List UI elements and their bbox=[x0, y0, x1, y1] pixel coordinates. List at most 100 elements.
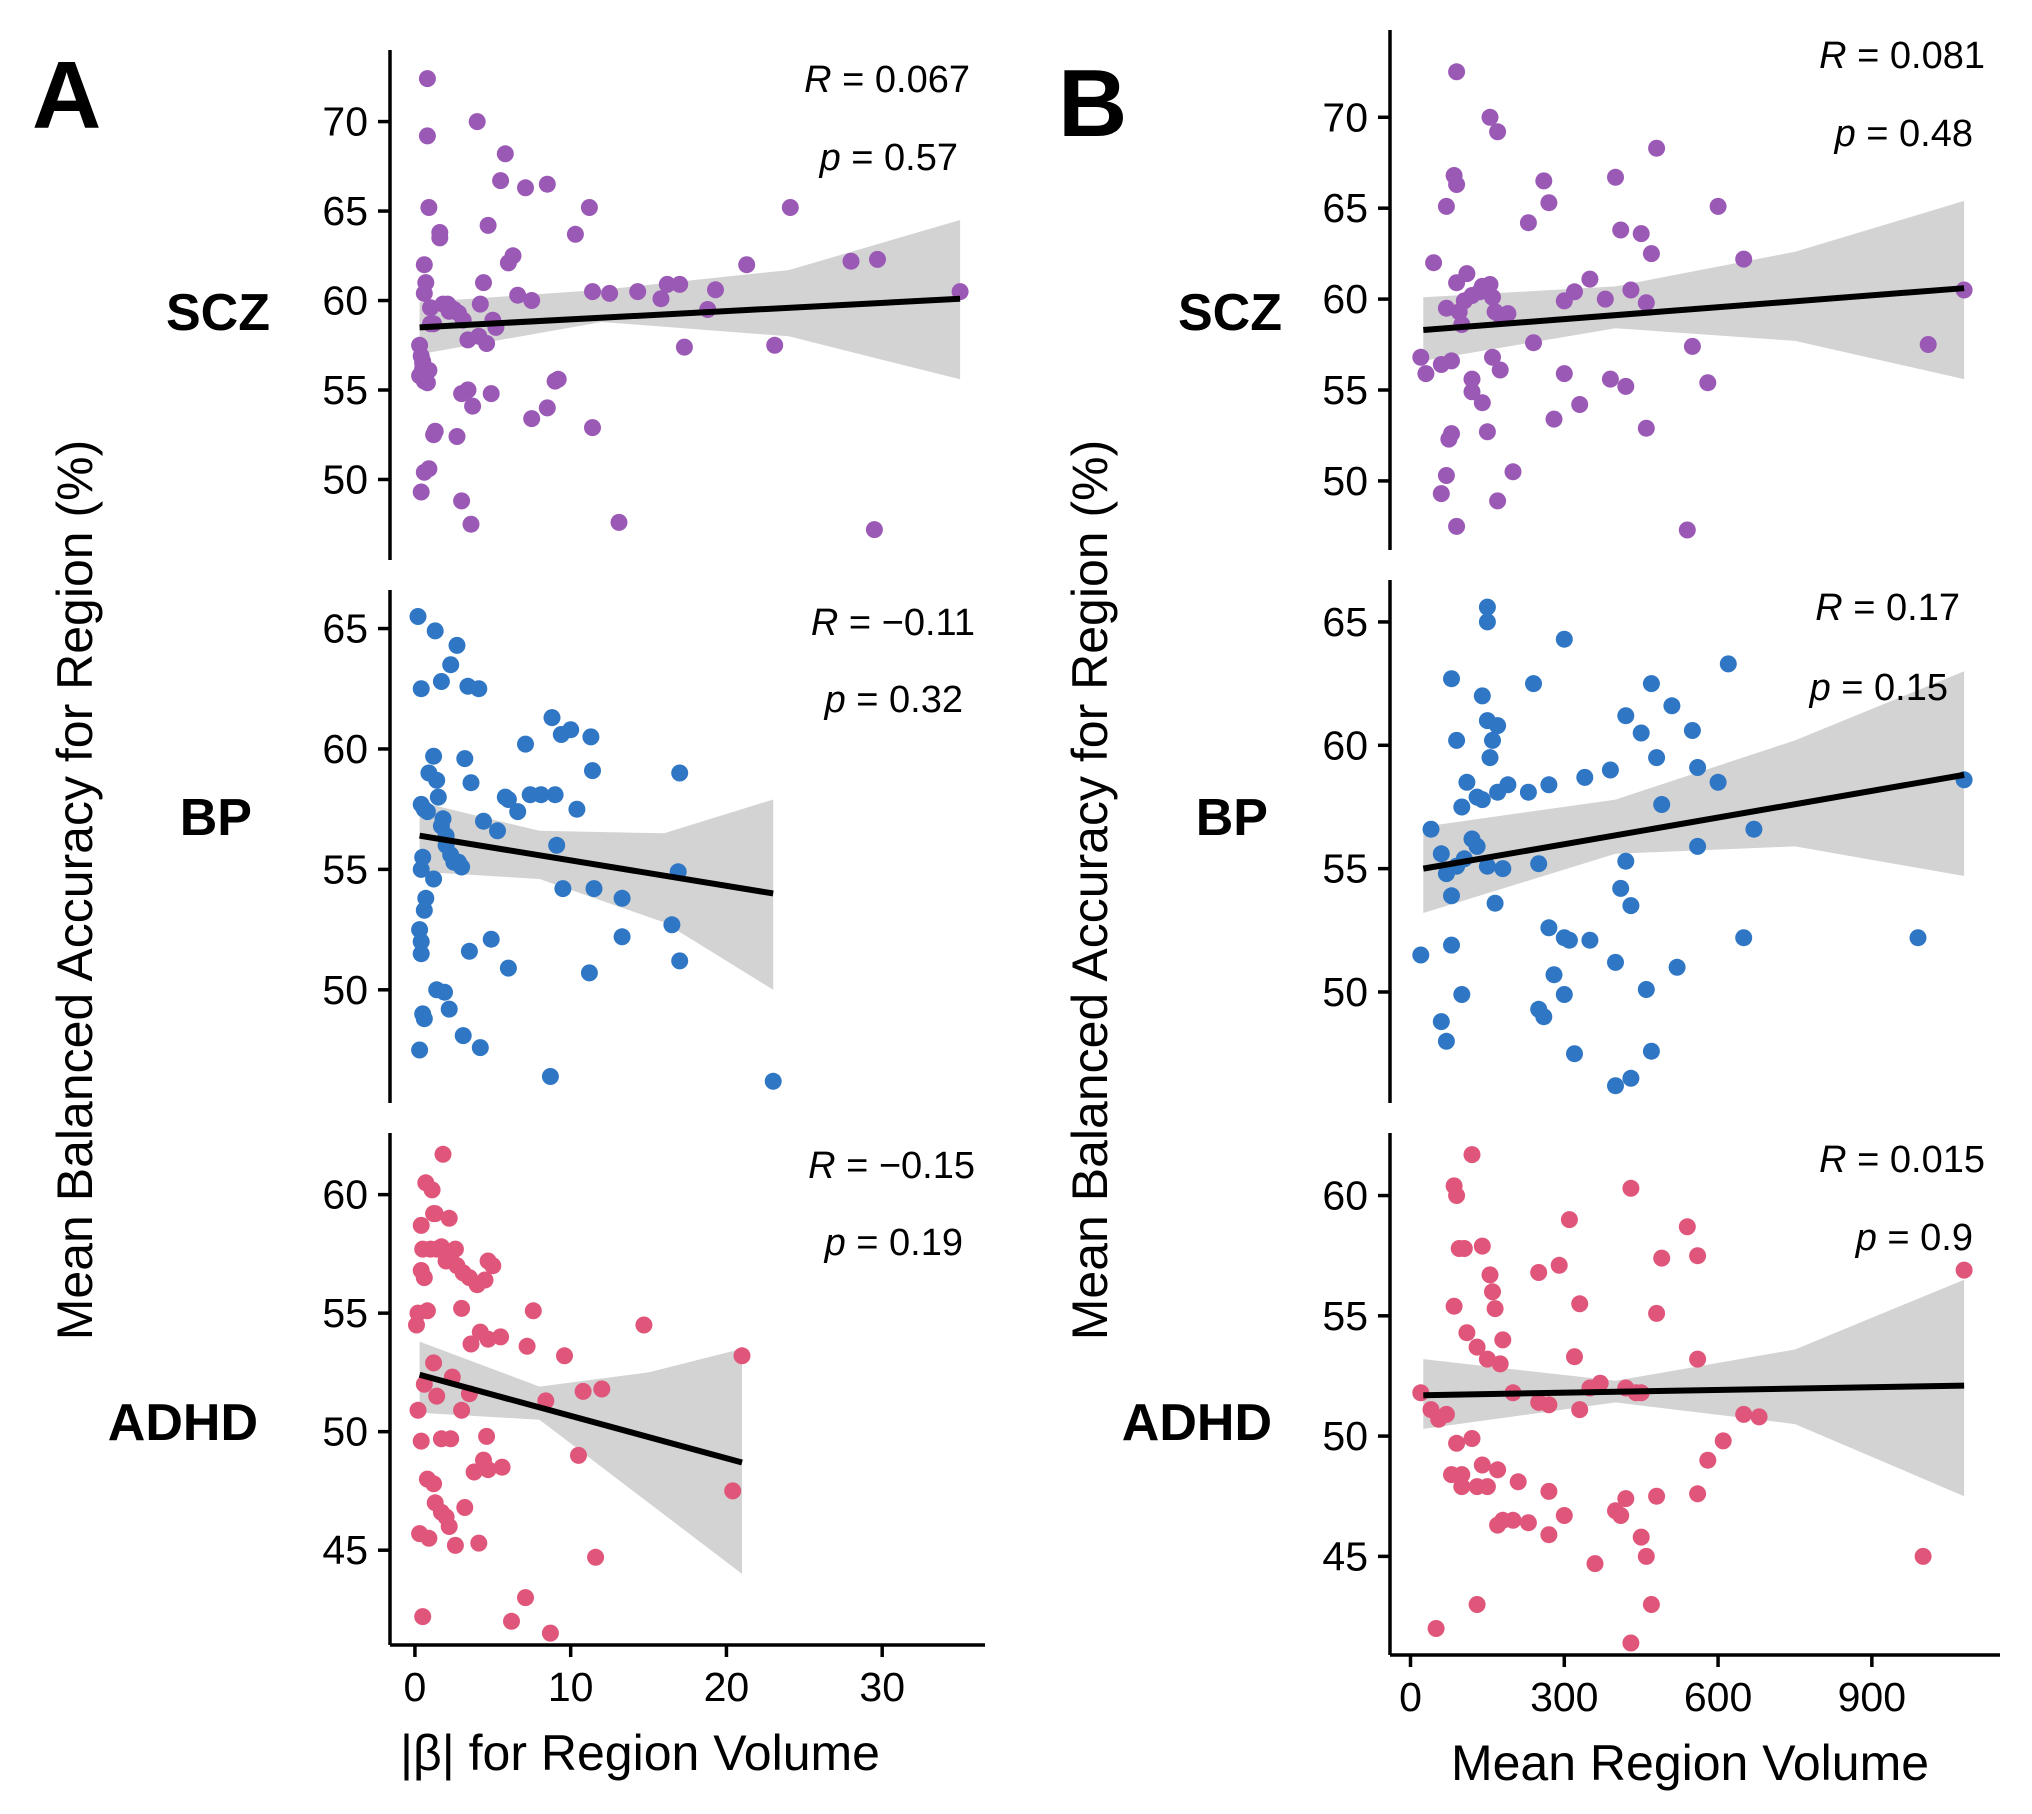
data-point bbox=[1560, 1211, 1578, 1229]
y-tick-label: 50 bbox=[1322, 1413, 1368, 1459]
data-point bbox=[1601, 761, 1619, 779]
regression-line bbox=[1423, 285, 1965, 333]
data-point bbox=[482, 385, 500, 403]
data-point bbox=[733, 1347, 751, 1365]
data-point bbox=[454, 1027, 472, 1045]
data-point bbox=[471, 295, 489, 313]
subplot-a-scz: 50 55 60 65 70 R = 0.067 p = 0.57 bbox=[322, 50, 970, 560]
data-point bbox=[415, 256, 433, 274]
data-point bbox=[738, 256, 756, 274]
data-point bbox=[414, 848, 432, 866]
data-point bbox=[478, 335, 496, 352]
data-point bbox=[1648, 139, 1666, 157]
data-point bbox=[440, 1000, 458, 1018]
stat-p: p = 0.19 bbox=[824, 1222, 963, 1264]
data-point bbox=[1530, 1264, 1548, 1281]
data-point bbox=[1914, 1547, 1932, 1565]
x-tick-label: 0 bbox=[1399, 1674, 1422, 1720]
data-point bbox=[1484, 1283, 1501, 1301]
data-point bbox=[1709, 197, 1727, 215]
data-point bbox=[1576, 768, 1594, 786]
data-point bbox=[1489, 717, 1507, 735]
y-tick-label: 60 bbox=[322, 1172, 368, 1218]
panel-label-b: B bbox=[1058, 50, 1127, 157]
data-point bbox=[1448, 1187, 1466, 1204]
data-point bbox=[1632, 225, 1650, 243]
x-axis-title-b: Mean Region Volume bbox=[1451, 1735, 1929, 1791]
data-point bbox=[548, 836, 566, 854]
data-point bbox=[781, 199, 799, 216]
y-tick-label: 50 bbox=[1322, 969, 1368, 1015]
row-label-bp-b: BP bbox=[1196, 789, 1268, 847]
data-point bbox=[554, 880, 572, 898]
y-tick-label: 50 bbox=[322, 1409, 368, 1455]
data-point bbox=[1468, 837, 1486, 855]
data-point bbox=[658, 275, 676, 293]
data-point bbox=[532, 786, 550, 804]
data-point bbox=[1699, 1451, 1717, 1469]
y-tick-label: 70 bbox=[322, 99, 368, 145]
y-tick-label: 55 bbox=[322, 367, 368, 413]
data-point bbox=[1481, 1266, 1499, 1284]
regression-line bbox=[418, 1371, 743, 1466]
y-tick-label: 60 bbox=[1322, 1173, 1368, 1219]
data-point bbox=[412, 1432, 430, 1450]
data-point bbox=[1432, 356, 1450, 373]
data-point bbox=[1540, 1396, 1558, 1414]
regression-line bbox=[1423, 1382, 1965, 1399]
data-point bbox=[1453, 1466, 1471, 1484]
data-point bbox=[671, 275, 689, 293]
data-point bbox=[503, 1612, 520, 1630]
data-point bbox=[415, 284, 433, 302]
data-point bbox=[1478, 423, 1496, 441]
data-point bbox=[1699, 374, 1717, 392]
data-point bbox=[523, 292, 541, 309]
data-point bbox=[1540, 1526, 1558, 1544]
data-point bbox=[1437, 1032, 1455, 1050]
data-point bbox=[1648, 1487, 1666, 1505]
data-point bbox=[1519, 214, 1537, 232]
data-point bbox=[1422, 820, 1440, 838]
data-point bbox=[412, 483, 430, 501]
data-point bbox=[432, 673, 450, 690]
y-tick-label: 50 bbox=[1322, 458, 1368, 504]
data-point bbox=[411, 1041, 429, 1059]
data-point bbox=[492, 1328, 510, 1346]
data-point bbox=[1689, 1350, 1707, 1368]
data-point bbox=[1632, 724, 1650, 742]
stat-r: R = 0.067 bbox=[804, 59, 970, 101]
data-point bbox=[1622, 1179, 1640, 1197]
data-point bbox=[951, 283, 969, 301]
data-point bbox=[1637, 1547, 1655, 1565]
data-point bbox=[517, 735, 534, 753]
data-point bbox=[440, 1518, 458, 1535]
data-point bbox=[1486, 894, 1504, 912]
data-point bbox=[434, 1145, 452, 1163]
data-point bbox=[1571, 1295, 1589, 1313]
data-point bbox=[1494, 1331, 1512, 1349]
data-point bbox=[492, 172, 510, 190]
x-tick-label: 30 bbox=[859, 1664, 905, 1710]
data-point bbox=[1581, 931, 1599, 949]
y-tick-label: 65 bbox=[322, 606, 368, 652]
data-point bbox=[629, 283, 647, 301]
data-point bbox=[543, 709, 561, 727]
data-point bbox=[1473, 687, 1491, 705]
data-point bbox=[499, 254, 517, 272]
data-point bbox=[446, 1536, 464, 1554]
data-point bbox=[1653, 796, 1671, 813]
data-point bbox=[426, 422, 444, 440]
data-point bbox=[1683, 722, 1701, 739]
y-axis-title-b: Mean Balanced Accuracy for Region (%) bbox=[1062, 440, 1118, 1340]
data-point bbox=[1463, 370, 1481, 388]
data-point bbox=[1417, 365, 1435, 383]
data-point bbox=[423, 1181, 441, 1199]
data-point bbox=[476, 1271, 494, 1289]
data-point bbox=[582, 728, 600, 746]
data-point bbox=[1642, 245, 1660, 263]
data-point bbox=[842, 252, 860, 270]
data-point bbox=[652, 290, 670, 308]
data-point bbox=[1491, 1355, 1509, 1373]
data-point bbox=[429, 788, 447, 806]
y-tick-label: 50 bbox=[322, 456, 368, 502]
